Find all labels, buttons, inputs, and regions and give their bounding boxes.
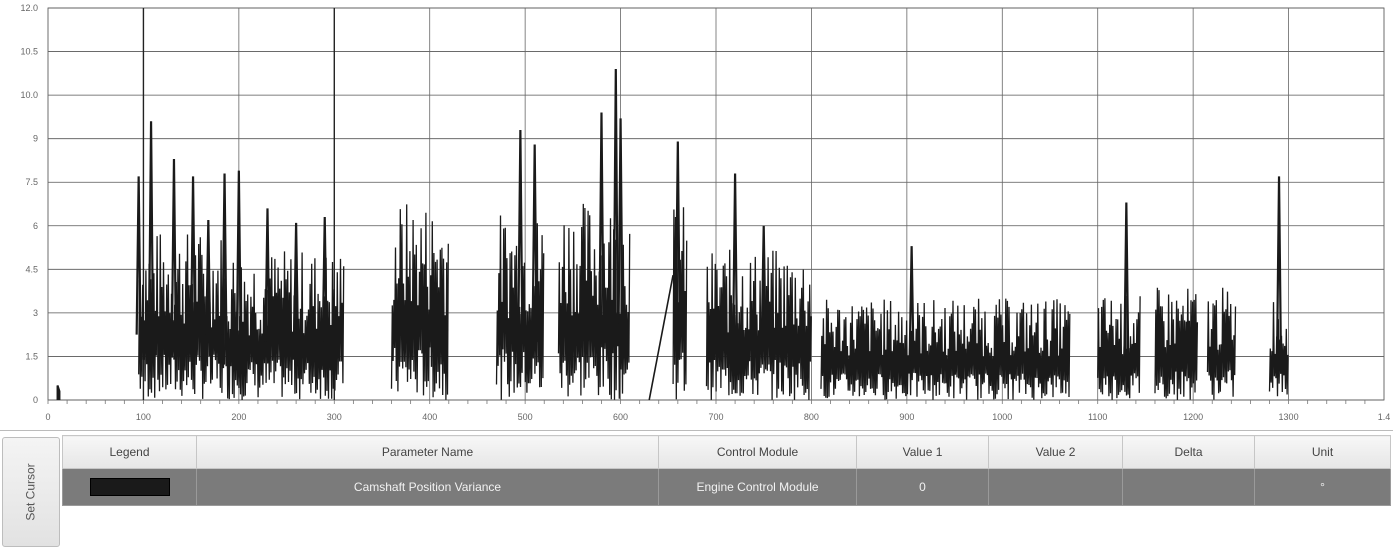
header-value-1[interactable]: Value 1 [857, 436, 989, 469]
x-tick-label: 100 [136, 412, 151, 422]
header-control-module[interactable]: Control Module [659, 436, 857, 469]
graph-canvas[interactable]: 12.0 10.5 10.0 9 7.5 6 4.5 3 1.5 00 100 200 300 400 50… [0, 0, 1393, 430]
y-tick-label: 12.0 [20, 3, 38, 13]
x-tick-label: 1.4 [1378, 412, 1391, 422]
x-tick-label: 300 [327, 412, 342, 422]
y-tick-label: 6 [33, 221, 38, 231]
legend-swatch [90, 478, 170, 496]
y-tick-label: 0 [33, 395, 38, 405]
x-tick-label: 0 [45, 412, 50, 422]
legend-cell[interactable] [63, 469, 197, 506]
value-2-cell [989, 469, 1123, 506]
x-tick-label: 1100 [1088, 412, 1107, 422]
x-tick-label: 800 [804, 412, 819, 422]
x-tick-label: 1200 [1183, 412, 1203, 422]
set-cursor-tab[interactable]: Set Cursor [2, 437, 60, 547]
value-1-cell: 0 [857, 469, 989, 506]
header-parameter-name[interactable]: Parameter Name [197, 436, 659, 469]
y-tick-label: 10.0 [20, 90, 38, 100]
table-header-row: Legend Parameter Name Control Module Val… [63, 436, 1391, 469]
header-legend[interactable]: Legend [63, 436, 197, 469]
y-tick-label: 9 [33, 134, 38, 144]
parameter-name-cell: Camshaft Position Variance [197, 469, 659, 506]
table-row[interactable]: Camshaft Position Variance Engine Contro… [63, 469, 1391, 506]
table-empty-row [63, 506, 1391, 548]
parameter-table: Legend Parameter Name Control Module Val… [62, 435, 1391, 548]
header-delta[interactable]: Delta [1123, 436, 1255, 469]
x-tick-label: 900 [899, 412, 914, 422]
control-module-cell: Engine Control Module [659, 469, 857, 506]
y-tick-label: 3 [33, 308, 38, 318]
y-tick-label: 10.5 [20, 47, 38, 57]
x-tick-label: 200 [231, 412, 246, 422]
y-tick-label: 4.5 [25, 264, 38, 274]
set-cursor-label: Set Cursor [24, 463, 38, 520]
signal-burst [58, 385, 60, 400]
x-tick-label: 1000 [992, 412, 1012, 422]
parameter-panel: Set Cursor Legend Parameter Name Control… [0, 430, 1393, 547]
header-unit[interactable]: Unit [1255, 436, 1391, 469]
x-tick-label: 700 [708, 412, 723, 422]
y-tick-label: 1.5 [25, 351, 38, 361]
y-tick-label: 7.5 [25, 177, 38, 187]
x-tick-label: 400 [422, 412, 437, 422]
x-tick-label: 600 [613, 412, 628, 422]
x-tick-label: 500 [518, 412, 533, 422]
x-tick-label: 1300 [1279, 412, 1299, 422]
delta-cell [1123, 469, 1255, 506]
unit-cell: ° [1255, 469, 1391, 506]
header-value-2[interactable]: Value 2 [989, 436, 1123, 469]
